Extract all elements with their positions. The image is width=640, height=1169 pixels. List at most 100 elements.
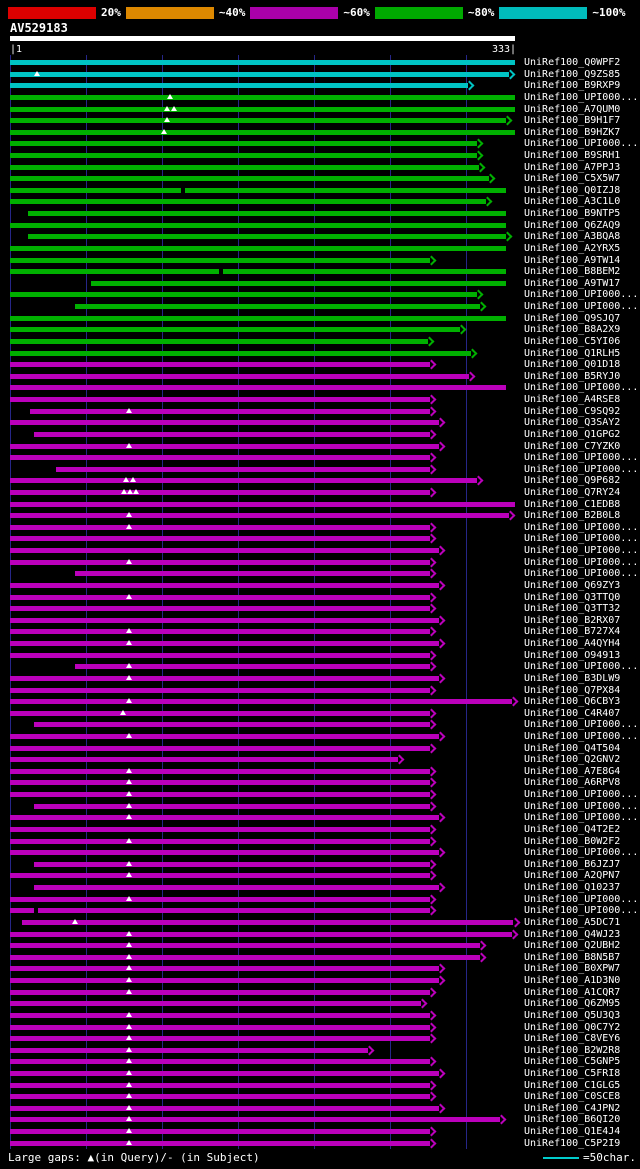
hit-label[interactable]: UniRef100_Q9SJQ7 — [524, 312, 621, 324]
hit-label[interactable]: UniRef100_Q1GPG2 — [524, 428, 621, 440]
hit-label[interactable]: UniRef100_B8BEM2 — [524, 266, 621, 278]
alignment-bar[interactable] — [10, 966, 439, 972]
hit-label[interactable]: UniRef100_UPI000... — [524, 452, 639, 464]
hit-label[interactable]: UniRef100_C9SQ92 — [524, 405, 621, 417]
alignment-bar[interactable] — [10, 1059, 430, 1065]
alignment-bar[interactable] — [10, 118, 506, 124]
hit-label[interactable]: UniRef100_UPI000... — [524, 661, 639, 673]
hit-label[interactable]: UniRef100_UPI000... — [524, 556, 639, 568]
alignment-bar[interactable] — [10, 327, 461, 333]
alignment-bar[interactable] — [10, 896, 430, 902]
alignment-bar[interactable] — [10, 478, 477, 484]
hit-label[interactable]: UniRef100_UPI000... — [524, 533, 639, 545]
alignment-bar[interactable] — [10, 1036, 430, 1042]
alignment-bar[interactable] — [10, 385, 506, 391]
alignment-bar[interactable] — [34, 861, 430, 867]
alignment-bar[interactable] — [90, 280, 506, 286]
hit-label[interactable]: UniRef100_B0W2F2 — [524, 835, 621, 847]
hit-label[interactable]: UniRef100_UPI000... — [524, 847, 639, 859]
hit-label[interactable]: UniRef100_B727X4 — [524, 626, 621, 638]
hit-label[interactable]: UniRef100_A1D3N0 — [524, 975, 621, 986]
alignment-bar[interactable] — [34, 722, 430, 728]
hit-label[interactable]: UniRef100_A9TW14 — [524, 254, 621, 266]
hit-label[interactable]: UniRef100_UPI000... — [524, 893, 639, 905]
alignment-bar[interactable] — [10, 94, 515, 100]
alignment-bar[interactable] — [10, 954, 480, 960]
hit-label[interactable]: UniRef100_UPI000... — [524, 789, 639, 801]
alignment-bar[interactable] — [10, 838, 430, 844]
alignment-bar[interactable] — [10, 1070, 439, 1076]
hit-label[interactable]: UniRef100_B6JZJ7 — [524, 858, 621, 870]
alignment-bar[interactable] — [10, 362, 430, 368]
alignment-bar[interactable] — [10, 606, 430, 612]
hit-label[interactable]: UniRef100_Q9P682 — [524, 475, 621, 487]
alignment-bar[interactable] — [10, 1129, 430, 1134]
alignment-bar[interactable] — [10, 455, 430, 461]
hit-label[interactable]: UniRef100_C8VEY6 — [524, 1033, 621, 1045]
hit-label[interactable]: UniRef100_O94913 — [524, 649, 621, 661]
hit-label[interactable]: UniRef100_A7E8G4 — [524, 765, 621, 777]
alignment-bar[interactable] — [10, 908, 430, 914]
alignment-bar[interactable] — [10, 629, 430, 635]
alignment-bar[interactable] — [10, 1012, 430, 1018]
hit-label[interactable]: UniRef100_B9H1F7 — [524, 115, 621, 127]
hit-label[interactable]: UniRef100_A2YRX5 — [524, 242, 621, 254]
hit-label[interactable]: UniRef100_C4R407 — [524, 707, 621, 719]
alignment-bar[interactable] — [10, 1105, 439, 1111]
alignment-bar[interactable] — [10, 83, 468, 89]
hit-label[interactable]: UniRef100_B2W2R8 — [524, 1044, 621, 1056]
hit-label[interactable]: UniRef100_Q7PX84 — [524, 684, 621, 696]
alignment-bar[interactable] — [10, 397, 430, 402]
alignment-bar[interactable] — [75, 304, 480, 309]
hit-label[interactable]: UniRef100_UPI000... — [524, 905, 639, 917]
alignment-bar[interactable] — [10, 873, 430, 879]
alignment-bar[interactable] — [10, 106, 515, 112]
hit-label[interactable]: UniRef100_B3DLW9 — [524, 672, 621, 684]
alignment-bar[interactable] — [10, 931, 512, 937]
hit-label[interactable]: UniRef100_B9SRH1 — [524, 150, 621, 161]
alignment-bar[interactable] — [10, 687, 430, 693]
hit-label[interactable]: UniRef100_C5GNP5 — [524, 1056, 621, 1068]
alignment-bar[interactable] — [10, 420, 439, 426]
hit-label[interactable]: UniRef100_A4QYH4 — [524, 638, 621, 649]
hit-label[interactable]: UniRef100_Q6CBY3 — [524, 696, 621, 708]
alignment-bar[interactable] — [10, 373, 470, 379]
alignment-bar[interactable] — [10, 582, 439, 588]
hit-label[interactable]: UniRef100_UPI000... — [524, 301, 639, 312]
alignment-bar[interactable] — [10, 164, 479, 170]
alignment-bar[interactable] — [10, 1082, 430, 1088]
hit-label[interactable]: UniRef100_B9RXP9 — [524, 80, 621, 92]
alignment-bar[interactable] — [10, 768, 430, 774]
alignment-bar[interactable] — [10, 1094, 430, 1100]
alignment-bar[interactable] — [10, 489, 430, 495]
alignment-bar[interactable] — [10, 815, 439, 821]
hit-label[interactable]: UniRef100_Q1RLH5 — [524, 347, 621, 359]
alignment-bar[interactable] — [10, 187, 506, 193]
alignment-bar[interactable] — [34, 885, 439, 890]
hit-label[interactable]: UniRef100_C7YZK0 — [524, 440, 621, 452]
alignment-bar[interactable] — [10, 617, 439, 623]
alignment-bar[interactable] — [10, 652, 430, 658]
hit-label[interactable]: UniRef100_C5FRI8 — [524, 1067, 621, 1079]
hit-label[interactable]: UniRef100_Q3SAY2 — [524, 417, 621, 429]
alignment-bar[interactable] — [10, 315, 506, 321]
alignment-bar[interactable] — [10, 1024, 430, 1030]
alignment-bar[interactable] — [10, 176, 490, 182]
hit-label[interactable]: UniRef100_A9TW17 — [524, 277, 621, 289]
alignment-bar[interactable] — [28, 234, 506, 240]
alignment-bar[interactable] — [10, 943, 480, 949]
alignment-bar[interactable] — [10, 60, 515, 65]
alignment-bar[interactable] — [10, 350, 471, 356]
alignment-bar[interactable] — [10, 1047, 368, 1053]
alignment-bar[interactable] — [10, 978, 439, 983]
hit-label[interactable]: UniRef100_C4JPN2 — [524, 1102, 621, 1114]
hit-label[interactable]: UniRef100_C5P2I9 — [524, 1137, 621, 1149]
hit-label[interactable]: UniRef100_UPI000... — [524, 289, 639, 301]
hit-label[interactable]: UniRef100_UPI000... — [524, 463, 639, 475]
hit-label[interactable]: UniRef100_UPI000... — [524, 545, 639, 556]
hit-label[interactable]: UniRef100_B8A2X9 — [524, 324, 621, 336]
hit-label[interactable]: UniRef100_B8N5B7 — [524, 951, 621, 963]
alignment-bar[interactable] — [10, 536, 430, 542]
alignment-bar[interactable] — [10, 71, 509, 77]
alignment-bar[interactable] — [10, 850, 439, 856]
